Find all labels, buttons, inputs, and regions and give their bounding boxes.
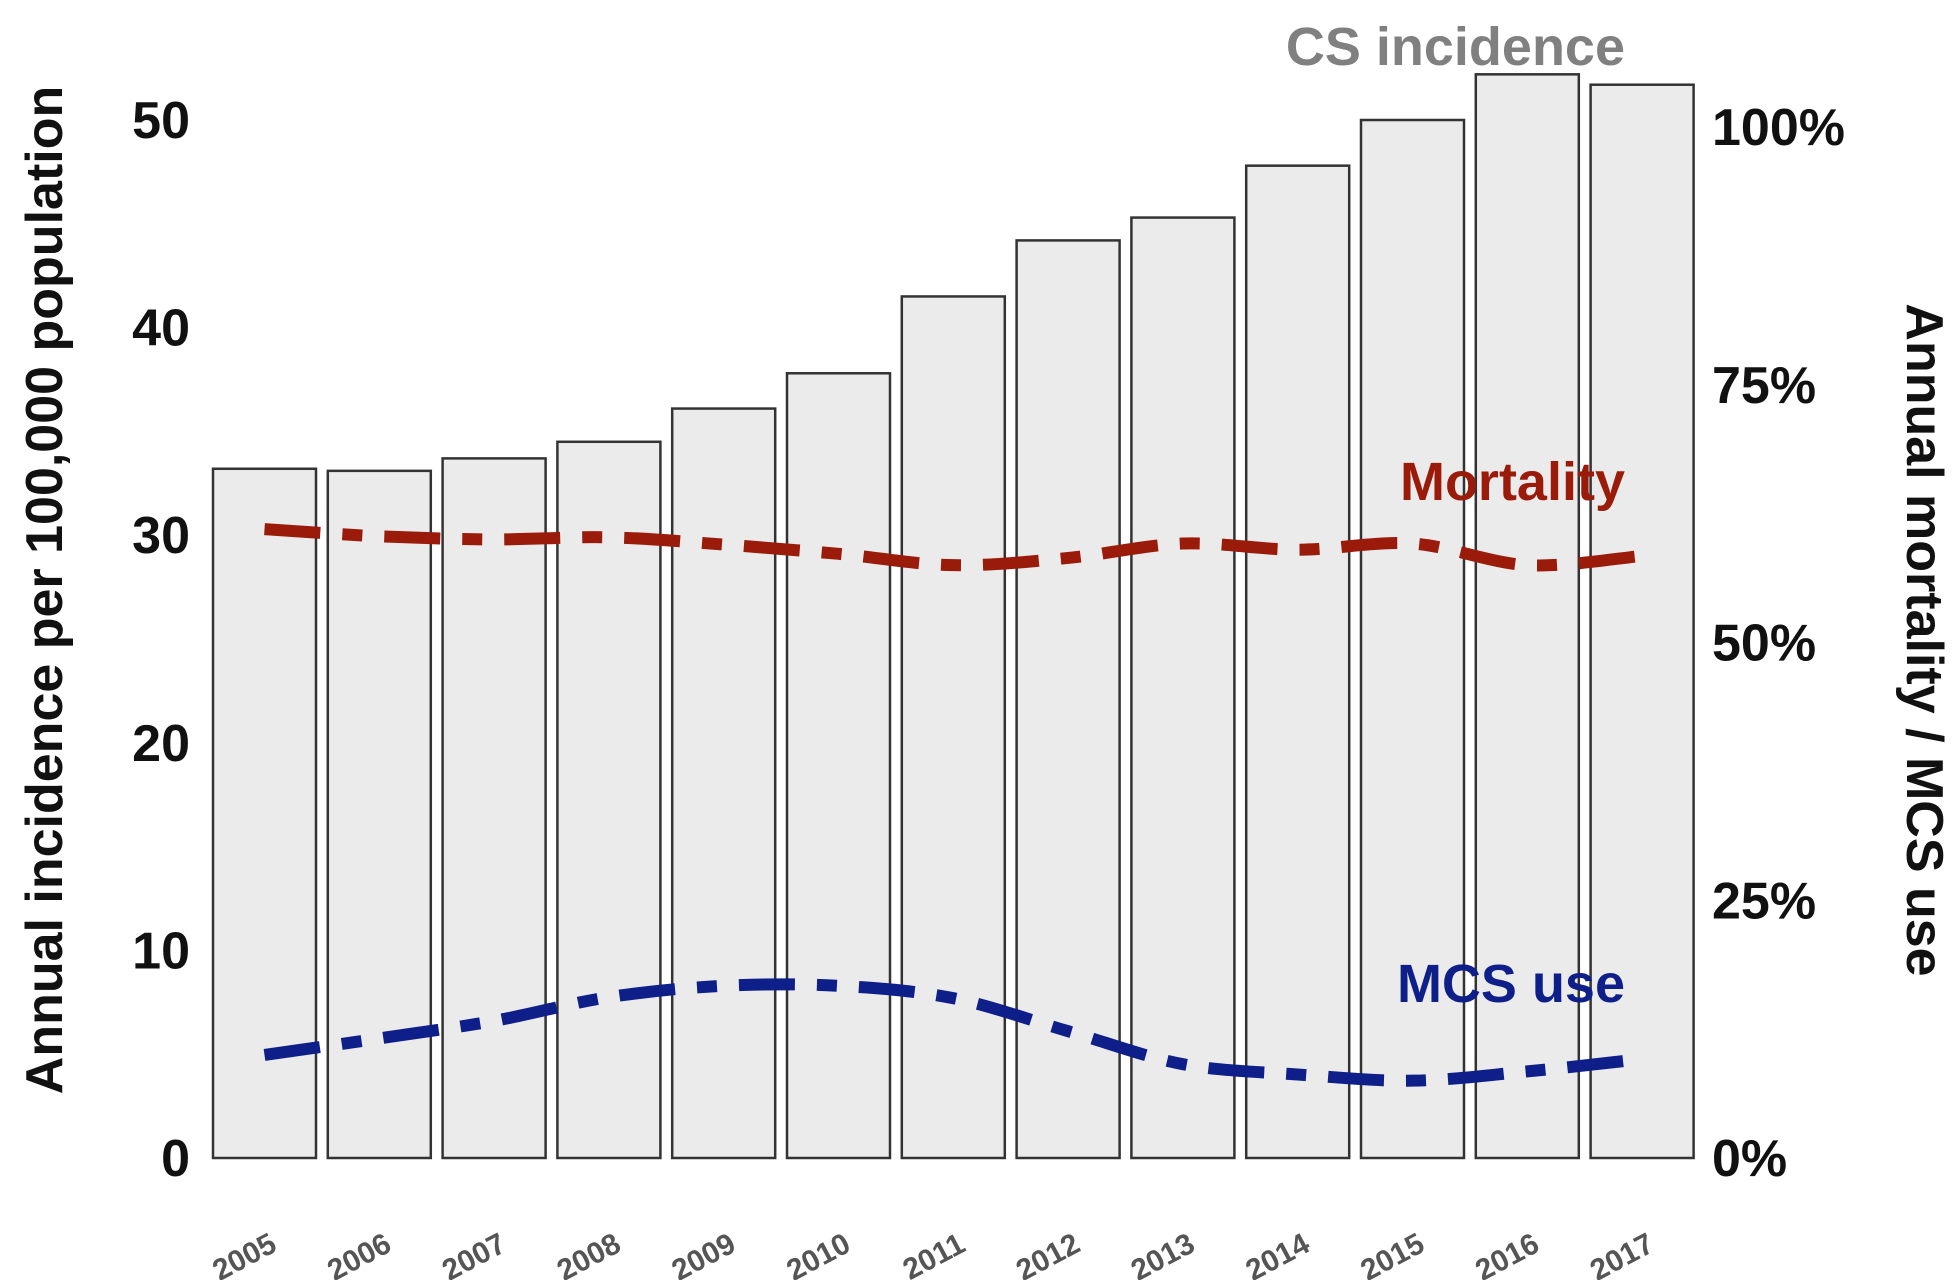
right-axis-ticks: 0% 25% 50% 75% 100% [1712,99,1845,1188]
bar-2017 [1589,83,1695,1160]
y-tick-0: 0 [161,1130,190,1188]
x-tick-2014: 2014 [1241,1227,1316,1280]
x-tick-2006: 2006 [322,1227,396,1280]
x-tick-2010: 2010 [781,1227,855,1280]
right-axis-label: Annual mortality / MCS use [1895,303,1953,976]
y2-tick-0: 0% [1712,1130,1787,1188]
line-mcs-use [263,978,1643,1087]
y-tick-20: 20 [132,715,190,773]
y2-tick-100: 100% [1712,99,1845,157]
bar-2012 [1015,239,1121,1160]
left-axis-label: Annual incidence per 100,000 population [16,86,74,1094]
y2-tick-75: 75% [1712,357,1816,415]
bar-series-label: CS incidence [1286,17,1625,77]
y-tick-30: 30 [132,507,190,565]
y-tick-10: 10 [132,922,190,980]
x-tick-2016: 2016 [1470,1227,1544,1280]
y2-tick-25: 25% [1712,872,1816,930]
x-tick-2011: 2011 [898,1227,971,1280]
bar-2010 [785,372,892,1160]
y-tick-40: 40 [132,300,190,358]
x-tick-2017: 2017 [1585,1227,1659,1280]
x-tick-2005: 2005 [207,1227,281,1280]
bar-2013 [1130,216,1236,1160]
x-axis-ticks: 2005 2006 2007 2008 2009 2010 2011 2012 2013 2014… [207,1227,1659,1285]
lines-group [263,523,1643,1087]
x-tick-2007: 2007 [437,1227,511,1280]
y2-tick-50: 50% [1712,615,1816,673]
line-mortality [264,523,1643,572]
bar-2006 [326,469,433,1160]
bar-2008 [556,440,662,1160]
bar-2014 [1244,164,1351,1160]
mcs-use-series-label: MCS use [1397,954,1625,1014]
left-axis-ticks: 0 10 20 30 40 50 [132,92,190,1188]
bar-2016 [1474,73,1581,1160]
bar-2011 [900,295,1007,1160]
bar-2015 [1359,118,1466,1160]
x-tick-2012: 2012 [1011,1227,1085,1280]
bar-2005 [211,467,318,1160]
x-tick-2013: 2013 [1126,1227,1200,1280]
mortality-series-label: Mortality [1400,452,1625,512]
x-tick-2009: 2009 [667,1227,741,1280]
bar-2007 [441,457,547,1160]
x-tick-2015: 2015 [1355,1227,1429,1280]
y-tick-50: 50 [132,92,190,150]
x-tick-2008: 2008 [552,1227,626,1280]
bar-2009 [670,407,777,1160]
